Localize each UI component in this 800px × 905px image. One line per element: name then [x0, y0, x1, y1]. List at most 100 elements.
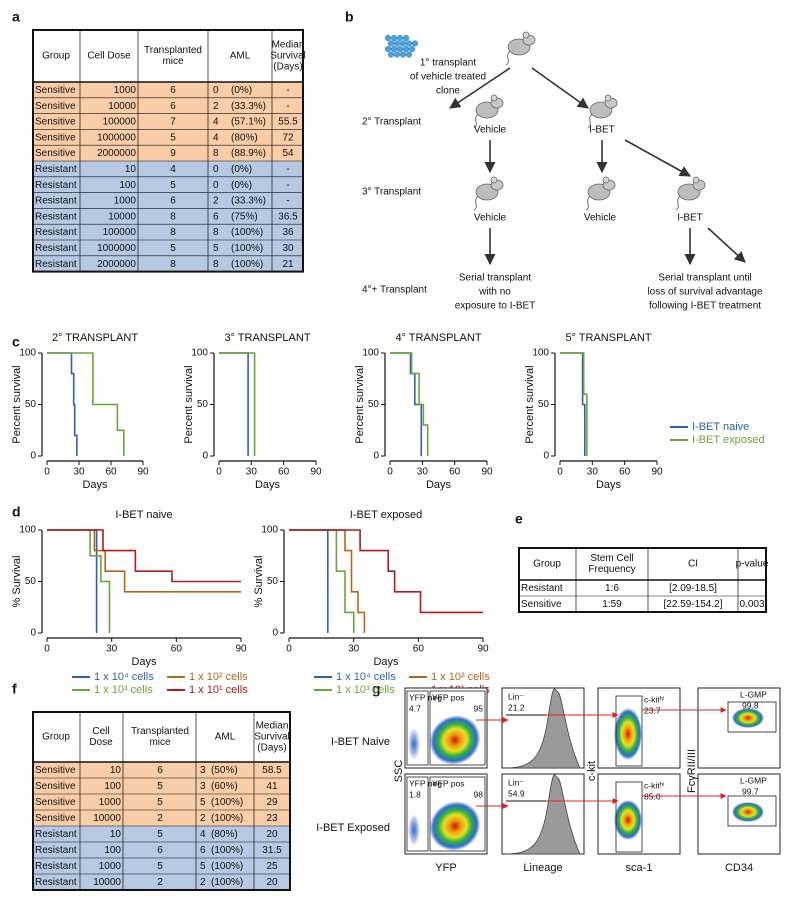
- gate-label: Lin⁻: [508, 777, 524, 787]
- table-cell: 21: [282, 259, 294, 270]
- table-cell: 2: [213, 101, 219, 112]
- x-tick-label: 30: [246, 467, 258, 478]
- table-cell: (100%): [211, 861, 243, 872]
- table-cell: 2: [213, 196, 219, 207]
- gate-label: Lin⁻: [508, 691, 524, 701]
- table-cell: -: [286, 196, 289, 207]
- gate: [406, 776, 429, 852]
- panel-label: a: [12, 9, 20, 25]
- gate: [727, 795, 777, 827]
- table-cell: 0: [213, 85, 219, 96]
- table-cell: Sensitive: [35, 132, 76, 143]
- legend-label: 1 x 10³ cells: [336, 684, 395, 696]
- table-row-bg: [519, 580, 766, 596]
- table-cell: 5: [170, 132, 176, 143]
- table-cell: Resistant: [35, 211, 77, 222]
- table-cell: 29: [266, 797, 278, 808]
- x-tick-label: 0: [44, 644, 50, 655]
- table-cell: Sensitive: [35, 781, 76, 792]
- legend-label: I-BET exposed: [692, 434, 765, 446]
- mouse-tail: [585, 195, 591, 211]
- table-cell: 8: [170, 259, 176, 270]
- table-cell: 41: [266, 781, 278, 792]
- table-cell: 20: [266, 829, 278, 840]
- y-tick-label: 100: [19, 348, 36, 359]
- y-axis-label: % Survival: [253, 556, 265, 608]
- table-row-bg: [33, 842, 290, 858]
- table-cell: 4: [200, 829, 206, 840]
- x-tick-label: 90: [651, 467, 663, 478]
- table-cell: 100: [119, 180, 136, 191]
- table-cell: 10000: [93, 813, 121, 824]
- table-cell: Resistant: [35, 180, 77, 191]
- mouse-icon: [675, 176, 706, 211]
- survival-curve: [289, 529, 366, 633]
- table-header: p-value: [736, 559, 769, 570]
- gate-value: 4.7: [409, 703, 421, 713]
- chart-title: I-BET naive: [115, 509, 172, 521]
- mouse-tail: [505, 50, 511, 66]
- table-row-bg: [33, 82, 303, 98]
- cell: [405, 40, 413, 47]
- table-cell: 23: [266, 813, 278, 824]
- x-tick-label: 60: [278, 467, 290, 478]
- gate-label: L-GMP: [740, 689, 767, 699]
- survival-curve: [289, 529, 355, 633]
- table-cell: -: [286, 164, 289, 175]
- x-tick-label: 30: [106, 644, 118, 655]
- x-axis-label: Days: [596, 479, 622, 491]
- y-axis-label: SSC: [393, 760, 405, 783]
- table-cell: 7: [170, 117, 176, 128]
- survival-curve: [219, 352, 249, 456]
- cell-cloud: [429, 801, 481, 851]
- table-cell: Resistant: [35, 829, 77, 840]
- table-cell: (33.3%): [231, 196, 266, 207]
- table-header-bg: [33, 30, 303, 82]
- histogram: [505, 688, 581, 769]
- table-row-bg: [33, 810, 290, 826]
- table-cell: (100%): [231, 259, 263, 270]
- table-cell: (75%): [231, 211, 258, 222]
- table-cell: Resistant: [35, 259, 77, 270]
- table-cell: 6: [157, 765, 163, 776]
- table-cell: Sensitive: [35, 117, 76, 128]
- cell: [402, 45, 410, 53]
- table-cell: 10000: [108, 211, 136, 222]
- legend-label: 1 x 10³ cells: [94, 684, 153, 696]
- cell-cloud: [408, 728, 420, 760]
- x-tick-label: 0: [44, 467, 50, 478]
- row-label: I-BET Exposed: [316, 822, 390, 834]
- mouse-icon: [473, 176, 504, 211]
- table-cell: 2: [157, 877, 163, 888]
- arm-label: I-BET: [677, 213, 703, 224]
- mouse-tail: [675, 195, 681, 211]
- table-cell: 1000000: [97, 243, 136, 254]
- table-cell: 5: [157, 797, 163, 808]
- outcome-text: exposure to I-BET: [455, 301, 536, 312]
- outcome-text: loss of survival advantage: [647, 287, 763, 298]
- table-cell: Resistant: [35, 861, 77, 872]
- table-header: Survival: [254, 732, 290, 743]
- table-cell: 10: [110, 829, 122, 840]
- table-cell: (100%): [231, 243, 263, 254]
- gate-label: c-kitʰⁱ: [644, 780, 665, 790]
- table-cell: 72: [282, 132, 294, 143]
- cell: [402, 34, 410, 42]
- gate-label: YFP pos: [432, 692, 464, 702]
- chart-title: 2° TRANSPLANT: [52, 332, 138, 344]
- table-cell: 6: [170, 85, 176, 96]
- x-tick-label: 60: [413, 644, 425, 655]
- table-cell: Sensitive: [35, 813, 76, 824]
- table-cell: 31.5: [262, 845, 282, 856]
- legend-label: 1 x 10² cells: [189, 671, 248, 683]
- mouse-ear: [522, 31, 530, 39]
- gate-label: YFP neg: [409, 692, 442, 702]
- table-cell: 1:59: [602, 599, 622, 610]
- y-tick-label: 50: [267, 576, 279, 587]
- table-cell: 8: [213, 148, 219, 159]
- mouse-ear: [490, 94, 498, 102]
- table-cell: 10000: [108, 101, 136, 112]
- x-tick-label: 0: [557, 467, 563, 478]
- cell: [399, 40, 407, 47]
- table-cell: 30: [282, 243, 294, 254]
